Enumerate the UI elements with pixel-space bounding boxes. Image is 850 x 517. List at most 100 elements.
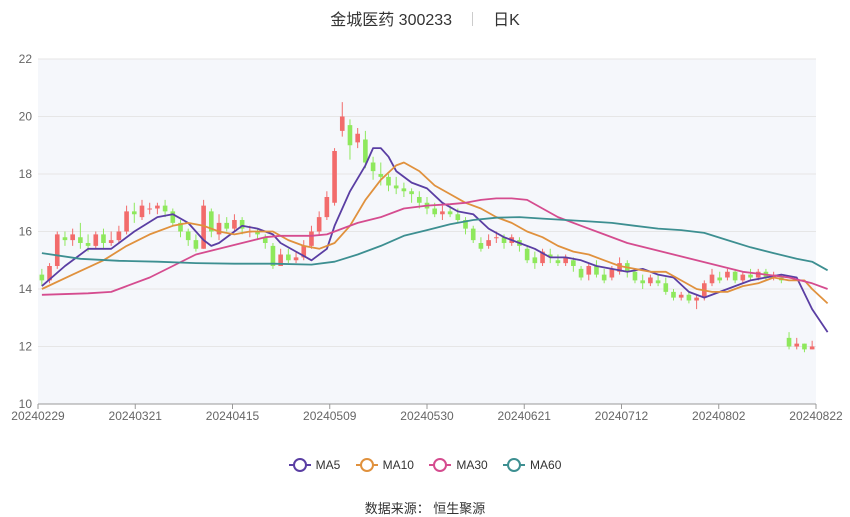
series-line-ma5 bbox=[41, 147, 829, 333]
candle-body bbox=[209, 211, 214, 232]
candle-body bbox=[62, 237, 68, 241]
candle-body bbox=[586, 266, 592, 275]
chart-title: 金城医药 300233 日K bbox=[0, 6, 850, 30]
candle-body bbox=[678, 294, 684, 298]
series-line-ma30 bbox=[41, 197, 828, 296]
x-tick-label: 20240229 bbox=[11, 409, 65, 423]
legend-label-ma30: MA30 bbox=[456, 458, 488, 472]
candle-body bbox=[601, 274, 607, 281]
candle-body bbox=[470, 228, 476, 241]
candle-body bbox=[255, 231, 260, 235]
candle-body bbox=[178, 222, 183, 232]
x-tick-label: 20240509 bbox=[303, 409, 357, 423]
candle-body bbox=[224, 222, 230, 229]
candle-body bbox=[717, 277, 723, 281]
candle-body bbox=[270, 245, 276, 266]
candle-body bbox=[201, 205, 206, 249]
legend-label-ma10: MA10 bbox=[382, 458, 414, 472]
candle-body bbox=[147, 208, 153, 210]
candle-body bbox=[131, 211, 137, 215]
candle-body bbox=[347, 125, 353, 146]
candle-body bbox=[671, 291, 676, 298]
legend-label-ma5: MA5 bbox=[315, 458, 341, 472]
candle-body bbox=[663, 283, 669, 292]
candle-body bbox=[239, 220, 245, 229]
candle-body bbox=[185, 231, 191, 241]
candle-body bbox=[309, 231, 314, 246]
legend-item-ma5[interactable]: MA5 bbox=[288, 458, 341, 472]
candle-body bbox=[139, 205, 145, 218]
candle-body bbox=[532, 257, 538, 264]
x-tick-label: 20240415 bbox=[206, 409, 260, 423]
candle-body bbox=[216, 222, 222, 235]
candle-body bbox=[501, 237, 507, 243]
candle-body bbox=[594, 266, 599, 275]
candle-body bbox=[563, 257, 568, 264]
series-line-ma60 bbox=[41, 216, 829, 272]
candle-body bbox=[401, 188, 407, 192]
candle-body bbox=[124, 211, 129, 232]
candle-body bbox=[324, 197, 330, 218]
legend-item-ma60[interactable]: MA60 bbox=[503, 458, 561, 472]
candle-body bbox=[378, 174, 384, 177]
candle-body bbox=[108, 240, 114, 243]
legend-swatch-ma60 bbox=[503, 458, 526, 472]
candle-body bbox=[740, 274, 746, 281]
candle-body bbox=[162, 205, 168, 212]
candle-body bbox=[155, 205, 160, 209]
candle-body bbox=[632, 271, 638, 281]
y-tick-label: 12 bbox=[19, 340, 33, 354]
x-tick-label: 20240530 bbox=[400, 409, 454, 423]
candle-body bbox=[578, 268, 584, 278]
candle-body bbox=[555, 260, 561, 264]
candle-body bbox=[193, 240, 199, 249]
candle-body bbox=[116, 231, 122, 241]
candle-body bbox=[101, 234, 106, 243]
candle-body bbox=[455, 214, 461, 220]
y-tick-label: 18 bbox=[19, 167, 33, 181]
candle-body bbox=[571, 260, 576, 266]
y-tick-label: 10 bbox=[19, 397, 33, 411]
candle-body bbox=[802, 343, 807, 350]
candle-body bbox=[725, 271, 730, 278]
candle-body bbox=[409, 191, 414, 195]
candle-body bbox=[170, 211, 176, 223]
candle-body bbox=[54, 234, 60, 266]
candle-body bbox=[478, 243, 484, 249]
x-tick-label: 20240802 bbox=[692, 409, 746, 423]
candle-body bbox=[709, 274, 715, 284]
chart-title-period: 日K bbox=[493, 12, 520, 29]
candle-body bbox=[393, 185, 399, 189]
legend-item-ma10[interactable]: MA10 bbox=[355, 458, 414, 472]
candle-body bbox=[694, 297, 699, 301]
legend-swatch-ma5 bbox=[288, 458, 311, 472]
candle-body bbox=[617, 263, 622, 272]
candle-body bbox=[648, 277, 653, 284]
candle-body bbox=[640, 280, 645, 284]
candle-body bbox=[301, 245, 307, 258]
title-separator bbox=[472, 12, 474, 26]
legend-item-ma30[interactable]: MA30 bbox=[429, 458, 488, 472]
candle-body bbox=[93, 234, 99, 246]
x-tick-label: 20240822 bbox=[789, 409, 843, 423]
y-tick-label: 22 bbox=[19, 52, 33, 66]
candle-body bbox=[370, 162, 376, 172]
chart-title-name: 金城医药 300233 bbox=[330, 12, 453, 29]
candle-body bbox=[70, 234, 75, 241]
data-source: 数据来源： 恒生聚源 bbox=[364, 501, 486, 516]
y-tick-label: 20 bbox=[19, 110, 33, 124]
candle-body bbox=[286, 254, 291, 261]
candle-body bbox=[339, 116, 345, 131]
candle-body bbox=[447, 211, 453, 215]
candle-body bbox=[355, 133, 360, 143]
candle-body bbox=[794, 343, 800, 347]
candle-body bbox=[524, 248, 530, 261]
candle-body bbox=[316, 217, 322, 232]
candle-body bbox=[486, 240, 491, 246]
x-tick-label: 20240321 bbox=[109, 409, 163, 423]
candle-body bbox=[232, 220, 237, 229]
candle-body bbox=[686, 294, 692, 301]
candle-body bbox=[547, 254, 553, 258]
candle-body bbox=[755, 271, 761, 278]
